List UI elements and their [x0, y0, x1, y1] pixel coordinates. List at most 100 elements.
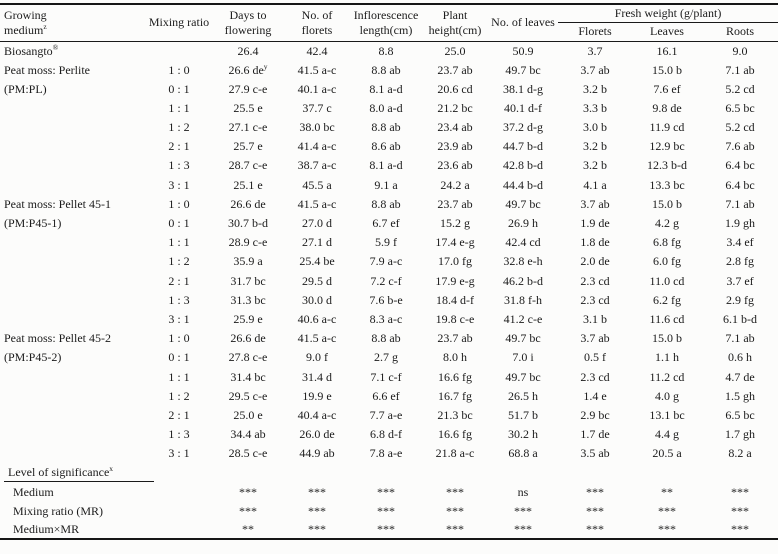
table-row: Peat moss: Perlite 1 : 0 26.6 dey 41.5 a-c 8… [0, 60, 778, 79]
value-cell: 40.4 a-c [297, 407, 337, 422]
growing-medium-cell: Peat moss: Pellet 45-1 [4, 196, 111, 211]
value-cell: 41.2 c-e [503, 311, 543, 326]
mixing-ratio-cell: 1 : 2 [168, 254, 190, 269]
value-cell: 68.8 a [508, 446, 538, 461]
value-cell: 23.6 ab [437, 158, 473, 173]
table-row: 3 : 1 25.1 e 45.5 a 9.1 a 24.2 a 44.4 b-d 4.1 … [0, 176, 778, 195]
value-cell: 23.7 ab [437, 331, 473, 346]
table-header: Growing mediumz Mixing ratio Days to flo… [0, 4, 778, 42]
value-cell: 1.4 e [583, 388, 607, 403]
value-cell: 46.2 b-d [503, 273, 543, 288]
col-header-fresh-weight-group: Fresh weight (g/plant) [558, 4, 778, 24]
table-row: Biosangto® 26.4 42.4 8.8 25.0 50.9 3.7 16.1 9.0 [0, 41, 778, 60]
value-cell: 21.2 bc [437, 100, 473, 115]
value-cell: 16.6 fg [438, 369, 472, 384]
value-cell: 3.2 b [583, 81, 607, 96]
mixing-ratio-cell: 0 : 1 [168, 81, 190, 96]
value-cell: 25.0 [444, 43, 466, 58]
value-cell: 11.2 cd [649, 369, 685, 384]
significance-row: Mixing ratio (MR) *** *** *** *** *** *** *** **… [0, 502, 778, 521]
footnote-marker-z: z [43, 21, 47, 31]
significance-value-cell: *** [239, 503, 257, 518]
value-cell: 8.8 ab [371, 331, 401, 346]
growing-medium-cell [0, 233, 146, 252]
significance-row: Medium *** *** *** *** ns *** ** *** [0, 483, 778, 502]
mixing-ratio-cell: 0 : 1 [168, 216, 190, 230]
value-cell: 44.4 b-d [503, 177, 543, 192]
significance-value-cell: *** [731, 503, 750, 518]
value-cell: 25.1 e [233, 177, 263, 192]
value-cell: 2.0 de [580, 254, 610, 269]
header-row-1: Growing mediumz Mixing ratio Days to flo… [0, 4, 778, 42]
value-cell: 34.4 ab [230, 427, 266, 442]
table-row: 3 : 1 28.5 c-e 44.9 ab 7.8 a-e 21.8 a-c 68.8 … [0, 444, 778, 463]
value-cell: 16.7 fg [438, 388, 472, 403]
value-cell: 2.3 cd [580, 273, 610, 288]
table-row: 1 : 2 27.1 c-e 38.0 bc 8.8 ab 23.4 ab 37.2 d-… [0, 118, 778, 137]
mixing-ratio-cell: 1 : 2 [168, 388, 190, 403]
value-cell: 23.7 ab [437, 196, 473, 211]
value-cell: 1.8 de [580, 235, 610, 250]
value-cell: 9.1 a [374, 177, 398, 192]
value-cell: 1.7 gh [725, 427, 756, 442]
value-cell: 25.5 e [233, 100, 263, 115]
value-cell: 26.0 de [299, 427, 335, 442]
value-cell: 8.8 ab [371, 62, 401, 77]
table-row: (PM:PL) 0 : 1 27.9 c-e 40.1 a-c 8.1 a-d 20.6 … [0, 80, 778, 99]
col-header-growing-medium-line2: medium [4, 22, 44, 37]
significance-value-cell: ns [517, 485, 529, 500]
value-cell: 6.2 fg [653, 292, 681, 307]
value-cell: 6.7 ef [372, 216, 400, 230]
value-cell: 1.7 de [580, 427, 610, 442]
value-cell: 27.9 c-e [228, 81, 268, 96]
footnote-marker: x [109, 464, 114, 474]
value-cell: 6.4 bc [725, 177, 755, 192]
col-header-fw-roots: Roots [702, 22, 778, 42]
value-cell: 25.9 e [233, 311, 263, 326]
table-row: 1 : 3 31.3 bc 30.0 d 7.6 b-e 18.4 d-f 31.8 f-… [0, 291, 778, 310]
value-cell: 44.7 b-d [503, 139, 543, 154]
growing-medium-cell [0, 252, 146, 271]
value-cell: 3.7 ef [726, 273, 754, 288]
col-header-fw-florets: Florets [558, 22, 632, 42]
value-cell: 38.1 d-g [503, 81, 543, 96]
value-cell: 8.8 ab [371, 196, 401, 211]
col-header-fw-leaves: Leaves [632, 22, 702, 42]
value-cell: 2.9 bc [580, 407, 610, 422]
growing-medium-cell: Peat moss: Pellet 45-2 [4, 331, 111, 346]
significance-title-cell: Level of significancex [0, 463, 778, 483]
col-header-growing-medium-line1: Growing [4, 7, 47, 22]
value-cell: 23.7 ab [437, 62, 473, 77]
value-cell: 41.4 a-c [297, 139, 337, 154]
value-cell: 9.0 [732, 43, 748, 58]
value-cell: 35.9 a [233, 254, 263, 269]
value-cell: 6.5 bc [725, 100, 755, 115]
value-cell: 23.9 ab [437, 139, 473, 154]
value-cell: 32.8 e-h [503, 254, 543, 269]
col-header-plant-height: Plant height(cm) [422, 4, 488, 42]
table-body: Biosangto® 26.4 42.4 8.8 25.0 50.9 3.7 16.1 9.0 P… [0, 41, 778, 539]
value-cell: 1.9 gh [725, 216, 756, 230]
value-cell: 20.6 cd [437, 81, 473, 96]
value-cell: 44.9 ab [299, 446, 335, 461]
value-cell: 19.9 e [302, 388, 332, 403]
value-cell: 31.8 f-h [504, 292, 542, 307]
mixing-ratio-cell: 1 : 3 [168, 158, 190, 173]
mixing-ratio-cell [146, 41, 212, 60]
col-header-days-to-flowering: Days to flowering [212, 4, 284, 42]
value-cell: 45.5 a [302, 177, 332, 192]
value-cell: 27.8 c-e [228, 350, 268, 365]
value-cell: 4.1 a [583, 177, 607, 192]
value-cell: 41.5 a-c [297, 196, 337, 211]
value-cell: 8.1 a-d [369, 81, 403, 96]
value-cell: 2.8 fg [726, 254, 755, 269]
mixing-ratio-cell: 0 : 1 [168, 350, 190, 365]
value-cell: 0.5 f [584, 350, 606, 365]
value-cell: 6.8 d-f [370, 427, 402, 442]
value-cell: 4.7 de [725, 369, 755, 384]
value-cell: 4.0 g [655, 388, 679, 403]
value-cell: 40.1 a-c [297, 81, 337, 96]
value-cell: 3.2 b [583, 139, 607, 154]
significance-value-cell: *** [731, 521, 750, 536]
value-cell: 41.5 a-c [297, 62, 337, 77]
